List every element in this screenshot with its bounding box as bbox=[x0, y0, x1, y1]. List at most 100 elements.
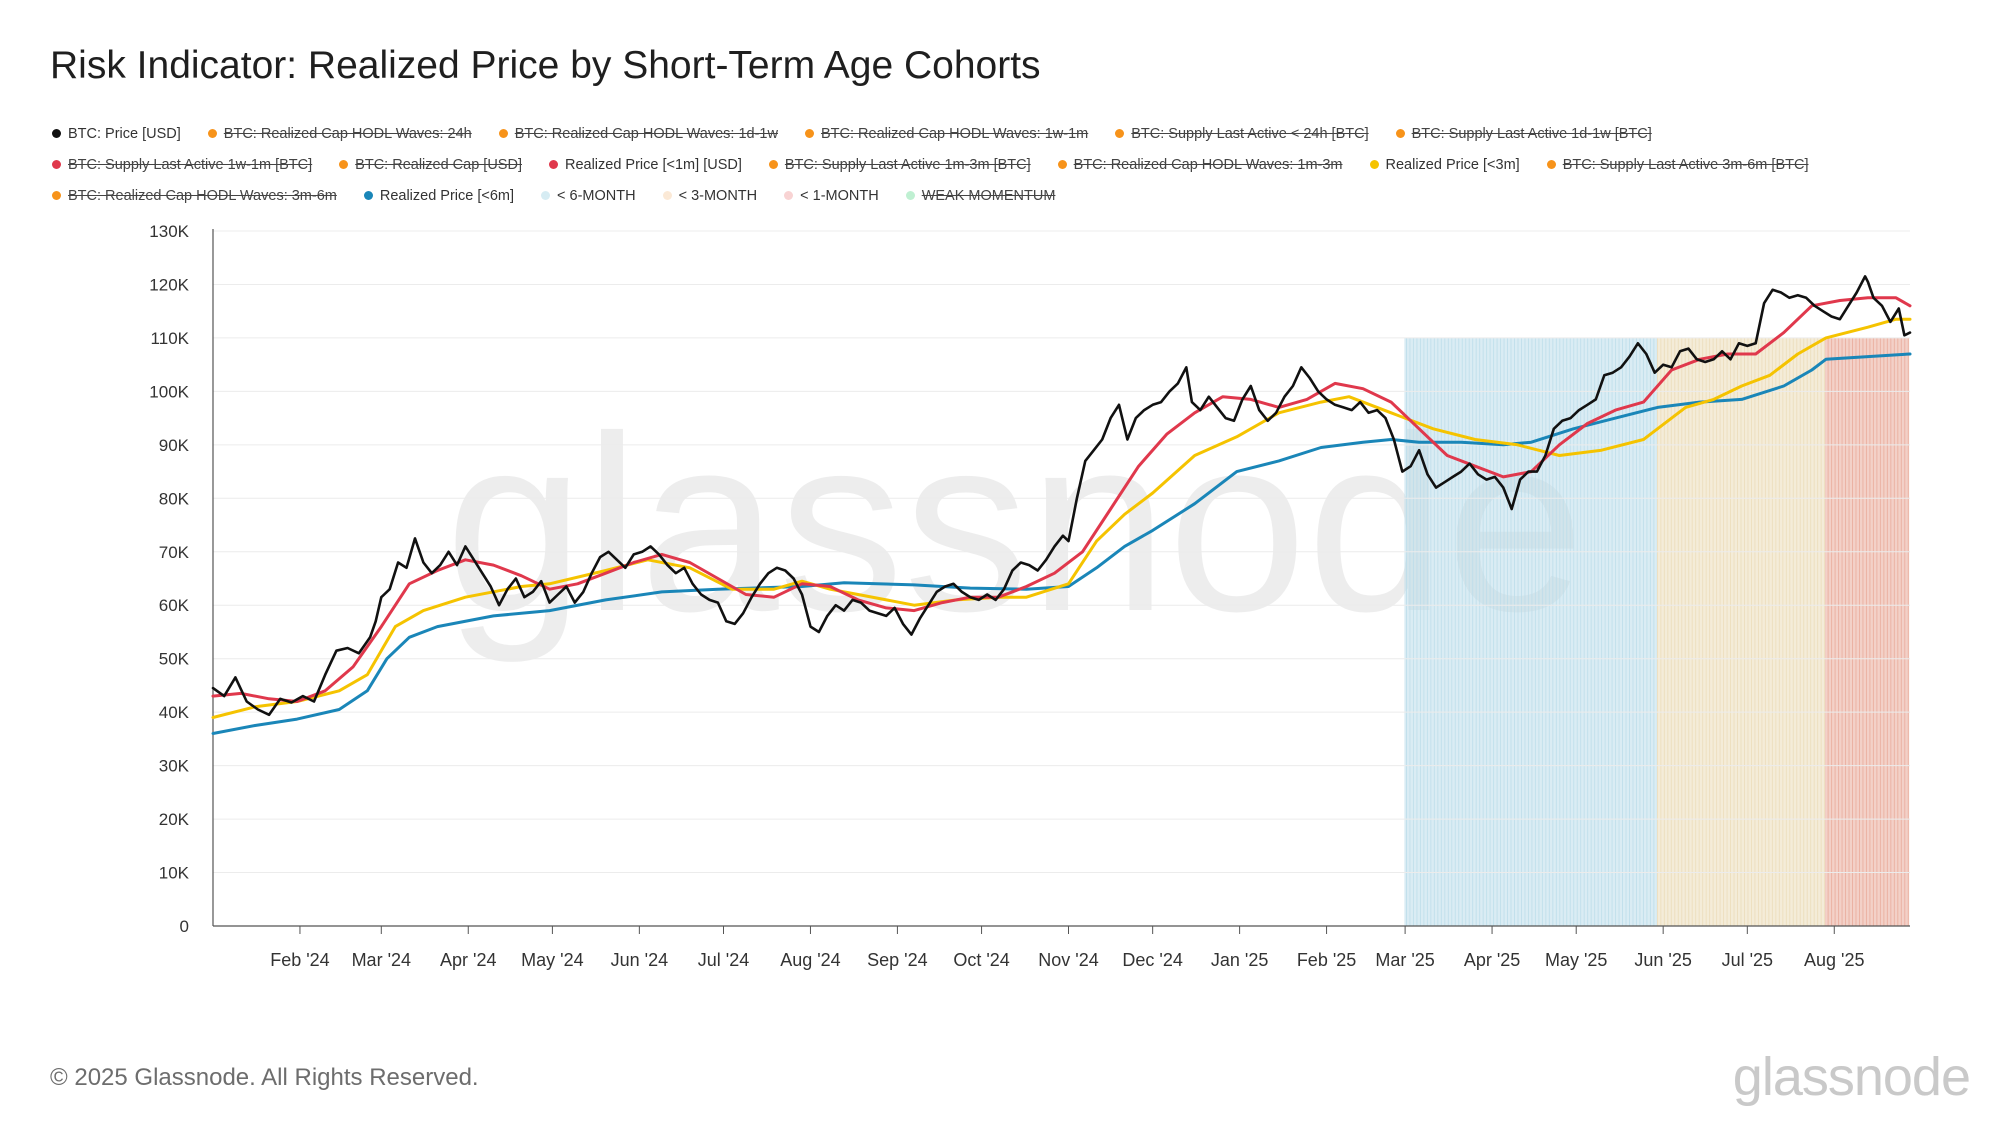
legend-item[interactable]: BTC: Realized Cap [USD] bbox=[339, 153, 522, 176]
legend-item[interactable]: BTC: Supply Last Active 1w-1m [BTC] bbox=[52, 153, 312, 176]
x-tick-label: Feb '25 bbox=[1297, 950, 1356, 970]
y-tick-label: 60K bbox=[159, 596, 190, 615]
legend-label: BTC: Supply Last Active < 24h [BTC] bbox=[1131, 125, 1369, 142]
legend-item[interactable]: BTC: Price [USD] bbox=[52, 122, 181, 145]
y-tick-label: 10K bbox=[159, 864, 190, 883]
legend-label: BTC: Realized Cap HODL Waves: 1m-3m bbox=[1073, 156, 1343, 173]
legend-label: BTC: Realized Cap [USD] bbox=[355, 156, 522, 173]
legend-label: BTC: Realized Cap HODL Waves: 24h bbox=[223, 125, 472, 142]
legend-item[interactable]: BTC: Realized Cap HODL Waves: 1d-1w bbox=[498, 122, 778, 145]
y-tick-label: 50K bbox=[159, 650, 190, 669]
legend-dot-icon bbox=[498, 129, 508, 138]
y-axis: 0 10K 20K 30K 40K 50K 60K 70K 80K 90K 100K 110K 120K… bbox=[149, 222, 1910, 936]
series-line bbox=[211, 352, 1912, 735]
legend-label: < 1-MONTH bbox=[800, 187, 879, 204]
band-2 bbox=[1657, 337, 1825, 926]
legend-dot-icon bbox=[784, 191, 794, 200]
legend-label: BTC: Realized Cap HODL Waves: 1d-1w bbox=[514, 125, 778, 142]
legend-item[interactable]: Realized Price [<3m] bbox=[1369, 153, 1520, 176]
legend-item[interactable]: BTC: Realized Cap HODL Waves: 1m-3m bbox=[1057, 153, 1343, 176]
grid bbox=[213, 230, 1910, 874]
y-tick-label: 0 bbox=[180, 917, 189, 936]
y-tick-label: 80K bbox=[159, 489, 190, 508]
x-tick-label: Jul '25 bbox=[1722, 950, 1773, 970]
y-tick-label: 100K bbox=[149, 382, 189, 401]
legend-item[interactable]: BTC: Supply Last Active 1m-3m [BTC] bbox=[768, 153, 1031, 176]
legend-label: BTC: Realized Cap HODL Waves: 3m-6m bbox=[68, 187, 337, 204]
legend-item[interactable]: BTC: Supply Last Active < 24h [BTC] bbox=[1115, 122, 1369, 145]
legend-label: WEAK MOMENTUM bbox=[921, 187, 1056, 204]
legend-dot-icon bbox=[1395, 129, 1405, 138]
legend-dot-icon bbox=[1546, 160, 1556, 169]
legend-dot-icon bbox=[1115, 129, 1125, 138]
legend-dot-icon bbox=[1057, 160, 1067, 169]
x-tick-label: Apr '24 bbox=[440, 950, 496, 970]
y-tick-label: 40K bbox=[159, 703, 190, 722]
y-tick-label: 30K bbox=[159, 757, 190, 776]
legend-label: Realized Price [<3m] bbox=[1385, 156, 1520, 173]
legend-dot-icon bbox=[548, 160, 558, 169]
x-tick-label: Jan '25 bbox=[1211, 950, 1268, 970]
y-tick-label: 70K bbox=[159, 543, 190, 562]
legend-label: BTC: Price [USD] bbox=[68, 125, 181, 142]
glassnode-logo: glassnode bbox=[1732, 1047, 1971, 1107]
legend-label: < 3-MONTH bbox=[678, 187, 758, 204]
series-line bbox=[211, 317, 1912, 719]
legend-dot-icon bbox=[1369, 160, 1379, 169]
x-tick-label: Mar '24 bbox=[352, 950, 411, 970]
x-tick-label: May '25 bbox=[1545, 950, 1607, 970]
x-tick-label: Oct '24 bbox=[953, 950, 1009, 970]
legend: BTC: Price [USD] BTC: Realized Cap HODL W… bbox=[52, 122, 1952, 207]
legend-label: BTC: Supply Last Active 1d-1w [BTC] bbox=[1411, 125, 1652, 142]
legend-item[interactable]: < 1-MONTH bbox=[784, 184, 879, 207]
legend-label: < 6-MONTH bbox=[557, 187, 636, 204]
legend-item[interactable]: BTC: Realized Cap HODL Waves: 3m-6m bbox=[52, 184, 337, 207]
x-tick-label: Mar '25 bbox=[1375, 950, 1434, 970]
x-axis: Feb '24 Mar '24 Apr '24 May '24 Jun '24 Jul '… bbox=[270, 926, 1865, 970]
legend-label: Realized Price [<1m] [USD] bbox=[564, 156, 742, 173]
legend-dot-icon bbox=[662, 191, 672, 200]
legend-item[interactable]: < 3-MONTH bbox=[662, 184, 758, 207]
band-1 bbox=[1404, 337, 1657, 926]
x-tick-label: Dec '24 bbox=[1122, 950, 1182, 970]
chart-title: Risk Indicator: Realized Price by Short-… bbox=[50, 44, 1041, 87]
legend-dot-icon bbox=[52, 129, 61, 138]
y-tick-label: 120K bbox=[149, 275, 189, 294]
x-tick-label: Jul '24 bbox=[698, 950, 749, 970]
legend-dot-icon bbox=[363, 191, 373, 200]
legend-dot-icon bbox=[541, 191, 551, 200]
legend-dot-icon bbox=[207, 129, 217, 138]
legend-dot-icon bbox=[339, 160, 349, 169]
legend-label: BTC: Supply Last Active 1m-3m [BTC] bbox=[784, 156, 1031, 173]
legend-item[interactable]: Realized Price [<1m] [USD] bbox=[548, 153, 742, 176]
legend-item[interactable]: BTC: Realized Cap HODL Waves: 1w-1m bbox=[804, 122, 1089, 145]
legend-item[interactable]: BTC: Supply Last Active 1d-1w [BTC] bbox=[1395, 122, 1652, 145]
band-3 bbox=[1825, 337, 1910, 926]
legend-label: BTC: Realized Cap HODL Waves: 1w-1m bbox=[820, 125, 1089, 142]
y-tick-label: 90K bbox=[159, 436, 190, 455]
x-tick-label: May '24 bbox=[521, 950, 583, 970]
y-tick-label: 110K bbox=[151, 329, 190, 348]
y-tick-label: 130K bbox=[149, 222, 189, 241]
legend-dot-icon bbox=[804, 129, 814, 138]
legend-item[interactable]: < 6-MONTH bbox=[541, 184, 636, 207]
legend-dot-icon bbox=[52, 160, 61, 169]
signal-bands bbox=[1404, 337, 1910, 926]
copyright-footer: © 2025 Glassnode. All Rights Reserved. bbox=[50, 1064, 479, 1091]
legend-label: Realized Price [<6m] bbox=[379, 187, 515, 204]
watermark: glassnode bbox=[445, 384, 1585, 663]
legend-item[interactable]: WEAK MOMENTUM bbox=[905, 184, 1056, 207]
legend-label: BTC: Supply Last Active 1w-1m [BTC] bbox=[68, 156, 313, 173]
legend-dot-icon bbox=[52, 191, 61, 200]
x-tick-label: Aug '25 bbox=[1804, 950, 1865, 970]
legend-item[interactable]: BTC: Realized Cap HODL Waves: 24h bbox=[207, 122, 472, 145]
y-tick-label: 20K bbox=[159, 810, 190, 829]
legend-item[interactable]: BTC: Supply Last Active 3m-6m [BTC] bbox=[1546, 153, 1808, 176]
x-tick-label: Nov '24 bbox=[1038, 950, 1098, 970]
x-tick-label: Sep '24 bbox=[867, 950, 928, 970]
x-tick-label: Apr '25 bbox=[1464, 950, 1520, 970]
legend-item[interactable]: Realized Price [<6m] bbox=[363, 184, 515, 207]
x-tick-label: Jun '25 bbox=[1634, 950, 1691, 970]
series-group bbox=[211, 275, 1912, 735]
